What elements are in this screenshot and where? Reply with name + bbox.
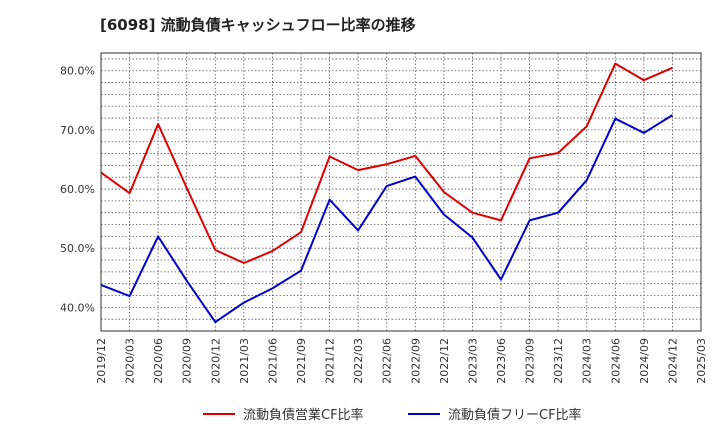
x-tick-label: 2019/12 [95, 338, 108, 384]
y-tick-label: 60.0% [60, 183, 95, 196]
x-tick-label: 2020/03 [124, 338, 137, 384]
x-tick-label: 2023/09 [524, 338, 537, 384]
x-tick-label: 2021/12 [324, 338, 337, 384]
plot-frame [100, 52, 702, 332]
x-tick-label: 2022/03 [352, 338, 365, 384]
chart-title: [6098] 流動負債キャッシュフロー比率の推移 [100, 16, 416, 34]
x-tick-label: 2023/03 [466, 338, 479, 384]
x-tick-label: 2024/12 [666, 338, 679, 384]
x-tick-label: 2023/12 [552, 338, 565, 384]
x-axis: 2019/12 2020/03 2020/06 2020/09 2020/12 2021/… [95, 338, 708, 384]
x-tick-label: 2024/09 [638, 338, 651, 384]
x-tick-label: 2020/12 [209, 338, 222, 384]
y-tick-label: 50.0% [60, 242, 95, 255]
y-tick-label: 40.0% [60, 301, 95, 314]
series-line-1 [100, 62, 673, 264]
series-line-2 [100, 114, 673, 324]
legend-label-1: 流動負債営業CF比率 [243, 407, 364, 423]
x-tick-label: 2023/06 [495, 338, 508, 384]
y-tick-label: 70.0% [60, 124, 95, 137]
grid [101, 53, 701, 331]
x-tick-label: 2024/03 [581, 338, 594, 384]
plot-area [101, 53, 701, 331]
x-tick-label: 2020/06 [152, 338, 165, 384]
x-tick-label: 2022/09 [409, 338, 422, 384]
x-tick-label: 2024/06 [609, 338, 622, 384]
x-tick-label: 2021/06 [266, 338, 279, 384]
y-tick-label: 80.0% [60, 65, 95, 78]
x-tick-label: 2020/09 [181, 338, 194, 384]
legend-label-2: 流動負債フリーCF比率 [448, 407, 582, 423]
legend: 流動負債営業CF比率 流動負債フリーCF比率 [203, 407, 582, 423]
x-tick-label: 2021/09 [295, 338, 308, 384]
x-tick-label: 2022/12 [438, 338, 451, 384]
x-tick-label: 2022/06 [381, 338, 394, 384]
x-tick-label: 2021/03 [238, 338, 251, 384]
series [100, 62, 673, 324]
y-axis: 40.0% 50.0% 60.0% 70.0% 80.0% [60, 65, 95, 315]
x-tick-label: 2025/03 [695, 338, 708, 384]
